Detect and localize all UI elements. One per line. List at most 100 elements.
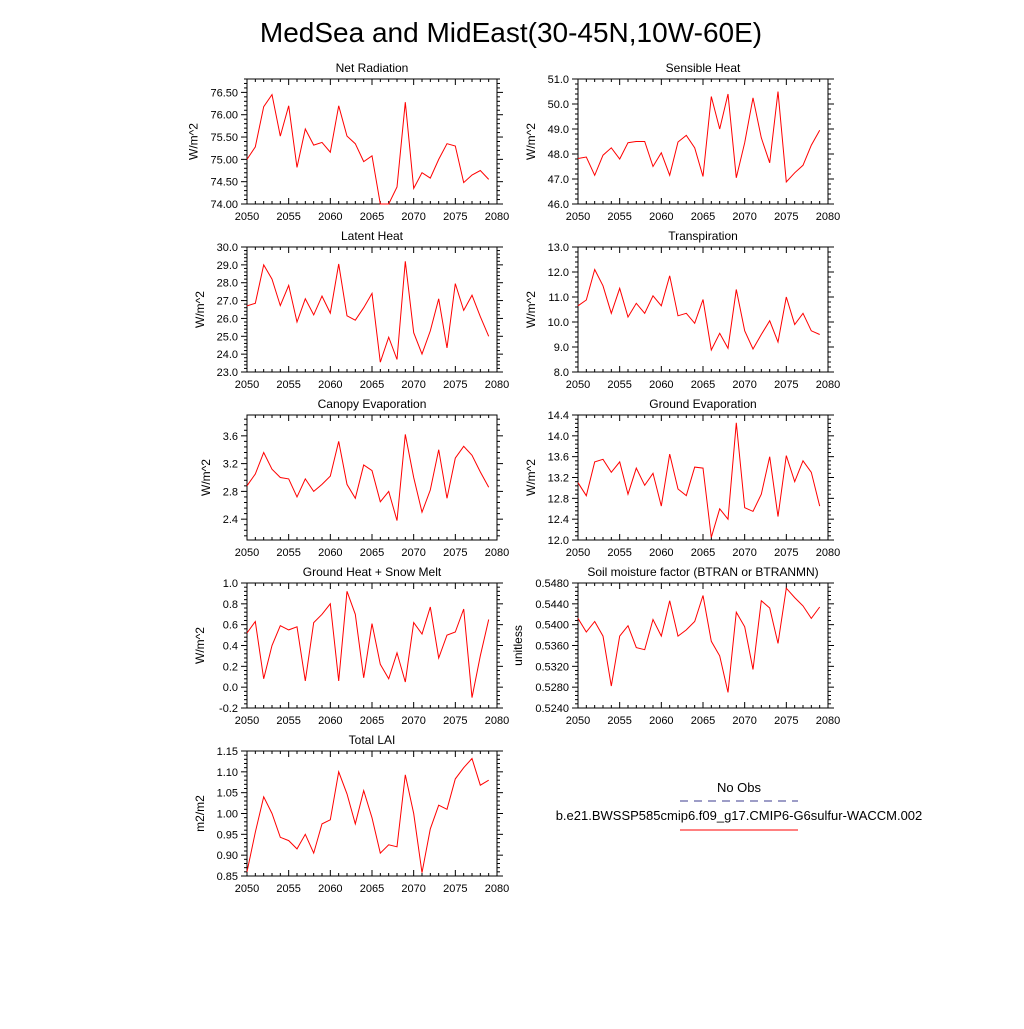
y-tick-label: 1.00 xyxy=(217,809,238,821)
x-tick-label: 2065 xyxy=(360,211,384,223)
x-tick-label: 2080 xyxy=(485,379,509,391)
series-line xyxy=(577,422,821,538)
y-axis-label: W/m^2 xyxy=(199,459,213,496)
x-tick-label: 2055 xyxy=(607,211,631,223)
y-tick-label: 12.4 xyxy=(548,514,569,526)
y-tick-label: 14.0 xyxy=(548,431,569,443)
x-tick-label: 2080 xyxy=(816,715,840,727)
chart-title: Sensible Heat xyxy=(666,61,741,75)
x-tick-label: 2075 xyxy=(443,715,467,727)
series-line xyxy=(577,268,820,352)
x-tick-label: 2065 xyxy=(360,379,384,391)
plot-frame xyxy=(577,414,829,541)
y-tick-label: 51.0 xyxy=(548,74,569,86)
x-tick-label: 2065 xyxy=(691,547,715,559)
y-tick-label: 28.0 xyxy=(217,278,238,290)
x-tick-label: 2060 xyxy=(649,379,673,391)
y-tick-label: 30.0 xyxy=(217,242,238,254)
chart-title: Ground Heat + Snow Melt xyxy=(303,565,442,579)
chart-panel: 2050 2055 2060 2065 2070 2075 2080 8.0 9.0 10.0 11… xyxy=(524,229,840,391)
y-tick-label: 3.6 xyxy=(223,431,238,443)
y-tick-label: 8.0 xyxy=(554,367,569,379)
x-tick-label: 2050 xyxy=(566,379,590,391)
series-line xyxy=(246,434,490,521)
y-tick-label: 0.4 xyxy=(223,641,238,653)
y-tick-label: 13.2 xyxy=(548,473,569,485)
x-tick-label: 2075 xyxy=(774,211,798,223)
x-tick-label: 2075 xyxy=(443,211,467,223)
y-tick-label: 1.10 xyxy=(217,767,238,779)
x-tick-label: 2070 xyxy=(401,379,425,391)
plot-frame xyxy=(246,582,498,709)
y-tick-label: 12.0 xyxy=(548,267,569,279)
y-tick-label: 75.50 xyxy=(210,132,238,144)
y-tick-label: 46.0 xyxy=(548,199,569,211)
x-tick-label: 2055 xyxy=(276,715,300,727)
x-tick-label: 2060 xyxy=(649,211,673,223)
x-tick-label: 2065 xyxy=(360,883,384,895)
y-tick-label: 9.0 xyxy=(554,342,569,354)
x-tick-label: 2065 xyxy=(691,211,715,223)
page-title: MedSea and MidEast(30-45N,10W-60E) xyxy=(260,17,762,48)
x-tick-label: 2070 xyxy=(401,547,425,559)
x-tick-label: 2055 xyxy=(607,715,631,727)
chart-panel: 2050 2055 2060 2065 2070 2075 2080 0.5240 0.5280… xyxy=(511,565,840,727)
y-tick-label: -0.2 xyxy=(219,703,238,715)
x-tick-label: 2070 xyxy=(401,715,425,727)
chart-title: Ground Evaporation xyxy=(649,397,756,411)
y-tick-label: 2.8 xyxy=(223,486,238,498)
x-tick-label: 2080 xyxy=(485,211,509,223)
x-tick-label: 2060 xyxy=(318,715,342,727)
y-tick-label: 29.0 xyxy=(217,260,238,272)
x-tick-label: 2055 xyxy=(276,547,300,559)
x-tick-label: 2055 xyxy=(276,379,300,391)
chart-panel: 2050 2055 2060 2065 2070 2075 2080 12.0 12.4 12.8… xyxy=(524,397,840,559)
y-axis-label: W/m^2 xyxy=(193,627,207,664)
x-tick-label: 2060 xyxy=(649,715,673,727)
x-tick-label: 2055 xyxy=(607,379,631,391)
x-tick-label: 2070 xyxy=(401,883,425,895)
plot-frame xyxy=(246,246,498,373)
y-tick-label: 0.85 xyxy=(217,871,238,883)
x-tick-label: 2065 xyxy=(691,379,715,391)
x-tick-label: 2050 xyxy=(235,883,259,895)
x-tick-label: 2055 xyxy=(276,883,300,895)
chart-panel: 2050 2055 2060 2065 2070 2075 2080 74.00 74.50 75… xyxy=(187,61,510,223)
y-tick-label: 48.0 xyxy=(548,149,569,161)
x-tick-label: 2080 xyxy=(816,379,840,391)
y-axis-label: W/m^2 xyxy=(524,459,538,496)
x-tick-label: 2065 xyxy=(691,715,715,727)
plot-frame xyxy=(577,78,829,205)
x-tick-label: 2080 xyxy=(485,547,509,559)
x-tick-label: 2065 xyxy=(360,715,384,727)
x-tick-label: 2080 xyxy=(816,547,840,559)
y-tick-label: 25.0 xyxy=(217,331,238,343)
x-tick-label: 2080 xyxy=(485,883,509,895)
y-tick-label: 24.0 xyxy=(217,349,238,361)
series-line xyxy=(577,587,821,693)
x-tick-label: 2060 xyxy=(649,547,673,559)
y-axis-label: W/m^2 xyxy=(193,291,207,328)
x-tick-label: 2050 xyxy=(235,379,259,391)
y-tick-label: 0.5240 xyxy=(535,703,569,715)
x-tick-label: 2050 xyxy=(235,211,259,223)
series-line xyxy=(246,757,489,873)
x-tick-label: 2070 xyxy=(401,211,425,223)
x-tick-label: 2075 xyxy=(443,547,467,559)
chart-title: Latent Heat xyxy=(341,229,404,243)
y-axis-label: unitless xyxy=(511,625,525,666)
series-line xyxy=(246,93,490,205)
chart-panel: 2050 2055 2060 2065 2070 2075 2080 0.85 0.90 0.95… xyxy=(193,733,509,895)
chart-title: Canopy Evaporation xyxy=(318,397,427,411)
y-tick-label: 0.2 xyxy=(223,661,238,673)
y-tick-label: 1.15 xyxy=(217,746,238,758)
x-tick-label: 2070 xyxy=(732,715,756,727)
y-tick-label: 0.95 xyxy=(217,829,238,841)
chart-panel: 2050 2055 2060 2065 2070 2075 2080 23.0 24.0 25.0… xyxy=(193,229,509,391)
plot-frame xyxy=(577,582,829,709)
y-tick-label: 13.0 xyxy=(548,242,569,254)
series-line xyxy=(246,261,490,363)
x-tick-label: 2075 xyxy=(774,715,798,727)
